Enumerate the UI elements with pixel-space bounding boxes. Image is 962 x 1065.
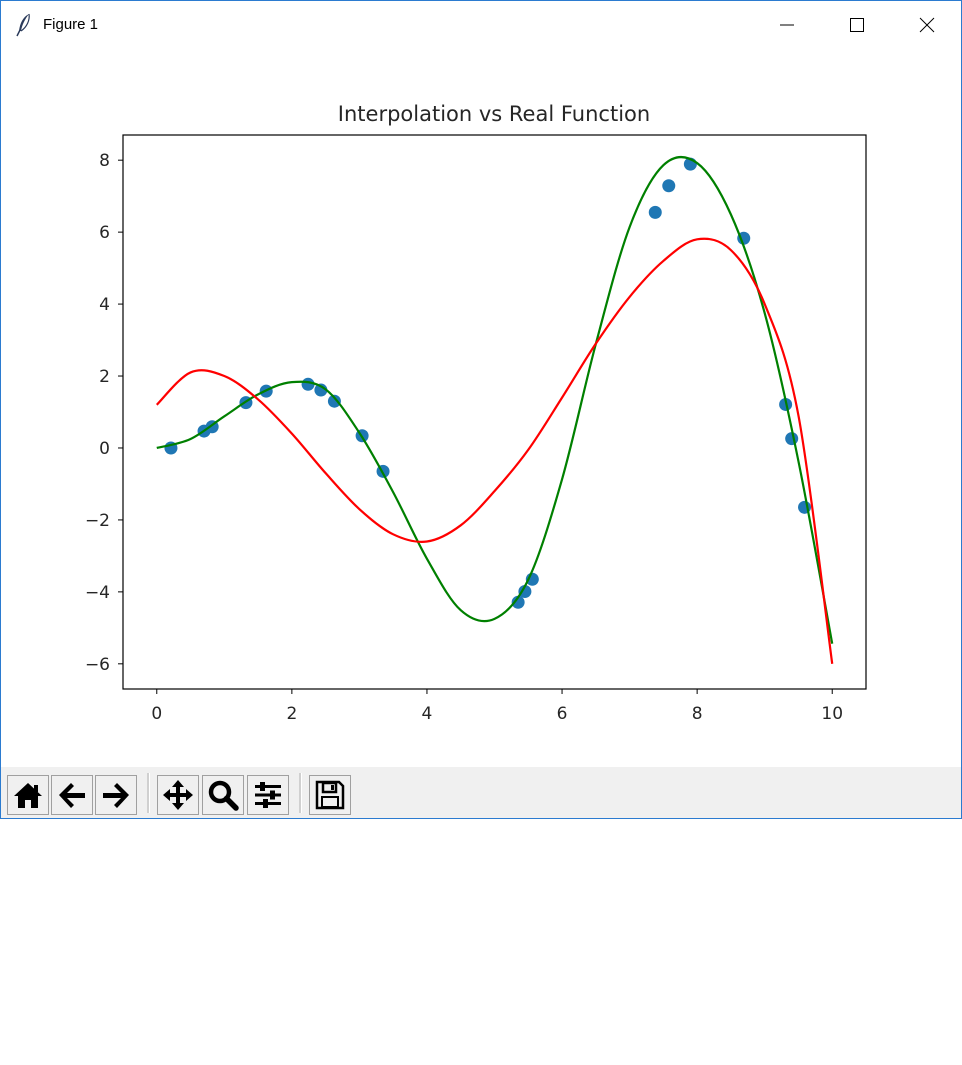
scatter-point	[327, 394, 341, 408]
home-icon	[14, 783, 42, 808]
figure-canvas[interactable]: Interpolation vs Real Function 0 2 4 6 8 10 −6…	[1, 49, 961, 767]
magnifier-icon	[208, 780, 239, 811]
x-tick-label: 8	[692, 704, 703, 724]
y-tick-label: 2	[99, 367, 110, 387]
navigation-toolbar	[1, 767, 961, 818]
y-tick-label: −4	[85, 583, 110, 603]
close-button[interactable]	[892, 1, 962, 49]
minimize-button[interactable]	[752, 1, 822, 49]
y-tick-label: 8	[99, 151, 110, 171]
y-tick-label: 6	[99, 223, 110, 243]
chart-title: Interpolation vs Real Function	[338, 102, 650, 126]
x-tick-label: 4	[422, 704, 433, 724]
scatter-point	[301, 377, 315, 391]
y-tick-label: −2	[85, 511, 110, 531]
scatter-point	[662, 179, 676, 193]
x-tick-label: 6	[557, 704, 568, 724]
y-tick-label: 0	[99, 439, 110, 459]
maximize-button[interactable]	[822, 1, 892, 49]
maximize-icon	[850, 18, 864, 32]
floppy-disk-icon	[315, 780, 345, 810]
x-tick-label: 0	[151, 704, 162, 724]
axes-frame	[122, 134, 867, 690]
series-line	[155, 237, 834, 664]
scatter-point	[648, 205, 662, 219]
title-bar[interactable]: Figure 1	[1, 1, 961, 49]
close-icon	[919, 17, 935, 33]
x-tick-label: 10	[821, 704, 843, 724]
arrow-right-icon	[103, 783, 129, 808]
y-tick-label: 4	[99, 295, 110, 315]
x-tick-label: 2	[286, 704, 297, 724]
figure-window: Figure 1 Interpolation vs Real Function …	[0, 0, 962, 819]
scatter-point	[518, 585, 532, 599]
back-button[interactable]	[51, 775, 93, 815]
y-tick-label: −6	[85, 655, 110, 675]
home-button[interactable]	[7, 775, 49, 815]
scatter-point	[511, 595, 525, 609]
zoom-button[interactable]	[202, 775, 244, 815]
configure-subplots-button[interactable]	[247, 775, 289, 815]
pan-button[interactable]	[157, 775, 199, 815]
scatter-point	[314, 383, 328, 397]
sliders-icon	[255, 782, 281, 808]
chart-svg: Interpolation vs Real Function 0 2 4 6 8 10 −6…	[85, 102, 867, 724]
arrow-left-icon	[59, 783, 85, 808]
forward-button[interactable]	[95, 775, 137, 815]
minimize-icon	[780, 24, 794, 26]
save-button[interactable]	[309, 775, 351, 815]
series-line	[156, 155, 834, 644]
window-title: Figure 1	[43, 16, 99, 33]
toolbar-separator	[147, 773, 150, 813]
move-icon	[163, 780, 193, 810]
feather-icon	[15, 13, 33, 37]
toolbar-separator	[299, 773, 302, 813]
